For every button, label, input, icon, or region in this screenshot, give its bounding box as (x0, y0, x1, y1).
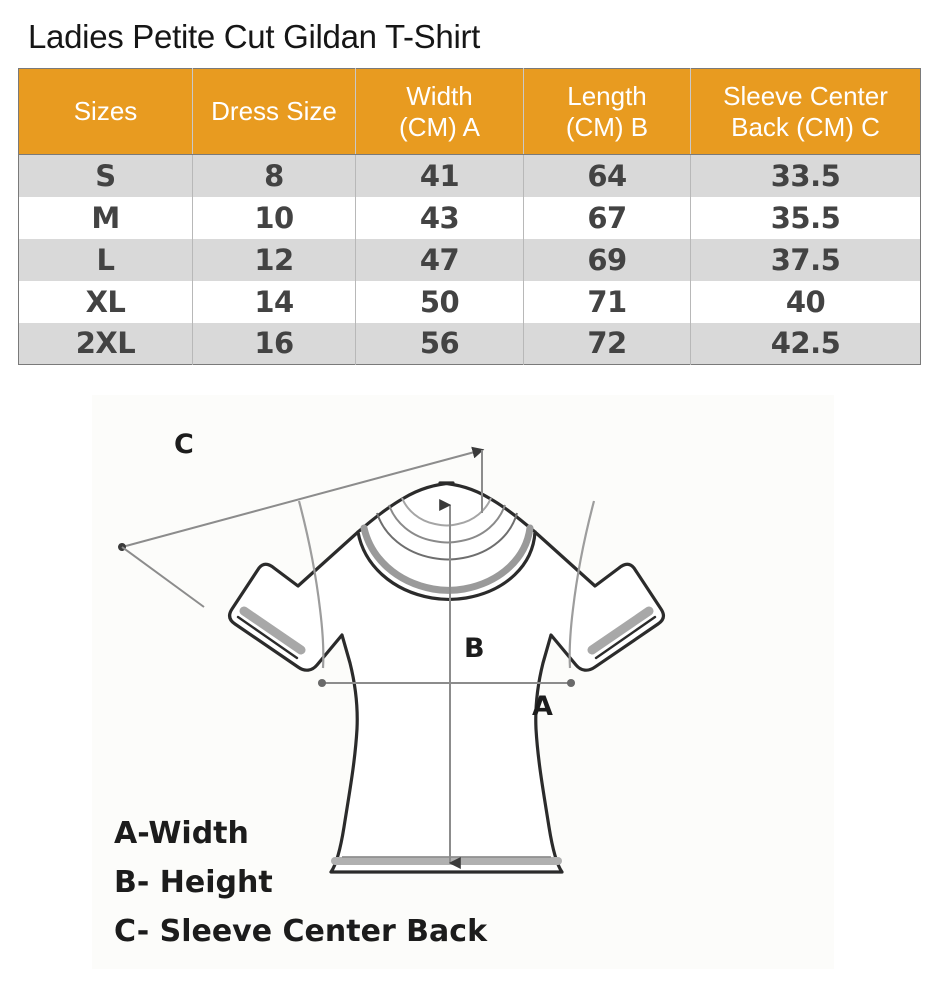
table-row: M 10 43 67 35.5 (18, 196, 921, 239)
column-header-length-line1: Length (567, 80, 647, 111)
cell-sleeve-center-back: 35.5 (690, 196, 921, 239)
cell-dress-size: 8 (192, 154, 356, 197)
diagram-legend: A-Width B- Height C- Sleeve Center Back (114, 816, 488, 949)
cell-length: 72 (523, 322, 691, 365)
cell-width: 50 (355, 280, 524, 323)
cell-sleeve-center-back: 37.5 (690, 238, 921, 281)
column-header-dress-size-line1: Dress Size (211, 96, 337, 127)
column-header-length-line2: (CM) B (565, 111, 649, 142)
tshirt-diagram-panel: C B A A-Width B- Height C- Sleeve Center… (92, 395, 834, 969)
legend-line-b: B- Height (114, 865, 273, 900)
table-row: S 8 41 64 33.5 (18, 154, 921, 197)
measure-a-group: A (317, 678, 576, 722)
column-header-sleeve-line2: Back (CM) C (731, 111, 880, 142)
tshirt-sleeve-hem-left (239, 606, 306, 655)
cell-width: 47 (355, 238, 524, 281)
cell-length: 64 (523, 154, 691, 197)
column-header-length: Length (CM) B (523, 68, 691, 155)
column-header-width: Width (CM) A (355, 68, 524, 155)
cell-size: S (18, 154, 193, 197)
column-header-sleeve-line1: Sleeve Center (723, 80, 888, 111)
cell-length: 67 (523, 196, 691, 239)
cell-dress-size: 16 (192, 322, 356, 365)
column-header-sizes: Sizes (18, 68, 193, 155)
cell-dress-size: 14 (192, 280, 356, 323)
table-body: S 8 41 64 33.5 M 10 43 67 35.5 L 12 47 6… (18, 154, 921, 365)
table-header: Sizes Dress Size Width (CM) A Length (CM… (18, 68, 921, 155)
measure-c-group: C (118, 429, 485, 608)
column-header-width-line1: Width (406, 80, 473, 111)
table-row: L 12 47 69 37.5 (18, 238, 921, 281)
measure-c-line (118, 446, 485, 551)
tshirt-armhole-seam-right (568, 500, 596, 669)
size-chart-table: Sizes Dress Size Width (CM) A Length (CM… (18, 68, 921, 365)
cell-length: 71 (523, 280, 691, 323)
tshirt-diagram-svg: C B A A-Width B- Height C- Sleeve Center… (114, 429, 665, 949)
legend-line-a: A-Width (114, 816, 249, 851)
table-row: 2XL 16 56 72 42.5 (18, 322, 921, 365)
measure-label-a: A (532, 691, 553, 722)
measure-label-b: B (464, 633, 485, 664)
cell-length: 69 (523, 238, 691, 281)
page-title: Ladies Petite Cut Gildan T-Shirt (28, 18, 481, 55)
cell-size: 2XL (18, 322, 193, 365)
size-chart-table-container: Sizes Dress Size Width (CM) A Length (CM… (18, 68, 921, 365)
table-row: XL 14 50 71 40 (18, 280, 921, 323)
column-header-width-line2: (CM) A (399, 111, 480, 142)
cell-width: 56 (355, 322, 524, 365)
cell-width: 43 (355, 196, 524, 239)
cell-size: L (18, 238, 193, 281)
table-header-row: Sizes Dress Size Width (CM) A Length (CM… (18, 68, 921, 155)
cell-size: M (18, 196, 193, 239)
measure-label-c: C (174, 429, 194, 460)
tshirt-sleeve-hem-left-edge (236, 615, 299, 660)
tshirt-sleeve-hem-right (587, 606, 654, 655)
column-header-dress-size: Dress Size (192, 68, 356, 155)
measure-c-lower-leg (121, 546, 205, 608)
tshirt-sleeve-hem-right-edge (594, 615, 657, 660)
cell-sleeve-center-back: 33.5 (690, 154, 921, 197)
cell-sleeve-center-back: 42.5 (690, 322, 921, 365)
cell-sleeve-center-back: 40 (690, 280, 921, 323)
cell-width: 41 (355, 154, 524, 197)
legend-line-c: C- Sleeve Center Back (114, 914, 488, 949)
tshirt-illustration (228, 481, 665, 874)
column-header-sleeve-center-back: Sleeve Center Back (CM) C (690, 68, 921, 155)
cell-size: XL (18, 280, 193, 323)
column-header-sizes-line1: Sizes (73, 96, 138, 127)
cell-dress-size: 10 (192, 196, 356, 239)
cell-dress-size: 12 (192, 238, 356, 281)
